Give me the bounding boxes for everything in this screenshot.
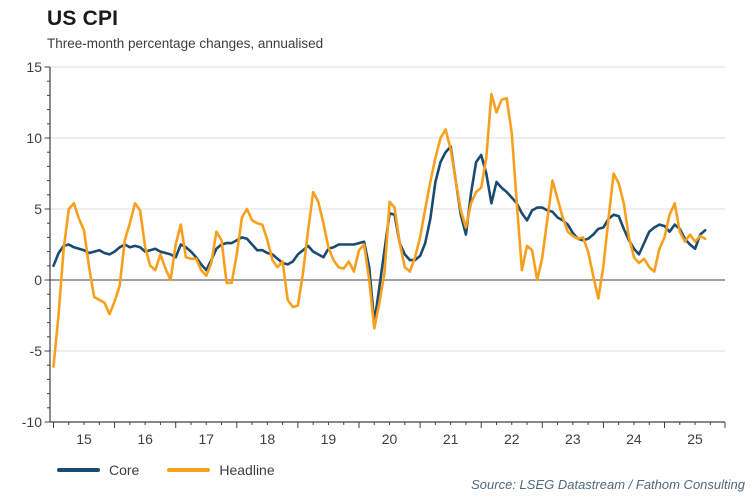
y-tick-label: -5 xyxy=(29,343,42,359)
chart-legend: Core Headline xyxy=(57,462,303,478)
core-line xyxy=(52,145,707,324)
x-tick-label: 20 xyxy=(381,431,398,447)
legend-item-core: Core xyxy=(57,462,139,478)
source-credit: Source: LSEG Datastream / Fathom Consult… xyxy=(471,477,745,492)
x-tick-label: 18 xyxy=(259,431,276,447)
x-tick-label: 16 xyxy=(137,431,153,447)
x-tick-label: 25 xyxy=(687,431,703,447)
page-title: US CPI xyxy=(47,7,119,30)
y-tick-label: 5 xyxy=(34,201,42,217)
y-tick-label: 10 xyxy=(26,130,42,146)
x-tick-label: 24 xyxy=(626,431,642,447)
legend-label-headline: Headline xyxy=(219,462,275,478)
legend-label-core: Core xyxy=(109,462,140,478)
core-line-swatch xyxy=(57,468,100,472)
x-tick-label: 21 xyxy=(442,431,459,447)
x-tick-label: 19 xyxy=(320,431,337,447)
x-tick-label: 22 xyxy=(503,431,520,447)
y-tick-label: -10 xyxy=(21,414,42,430)
y-tick-label: 0 xyxy=(34,272,42,288)
legend-item-headline: Headline xyxy=(167,462,275,478)
x-tick-label: 17 xyxy=(198,431,215,447)
x-tick-label: 15 xyxy=(76,431,92,447)
headline-line-swatch xyxy=(167,468,211,472)
chart-subtitle: Three-month percentage changes, annualis… xyxy=(47,36,324,51)
x-tick-label: 23 xyxy=(565,431,581,447)
headline-line xyxy=(52,92,707,368)
y-tick-label: 15 xyxy=(26,59,42,75)
